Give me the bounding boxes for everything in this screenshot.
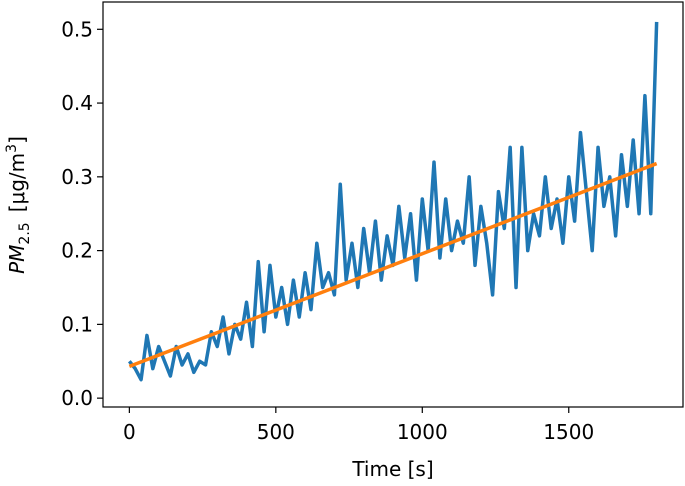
x-tick-label: 1500 bbox=[543, 420, 594, 444]
y-tick-label: 0.0 bbox=[61, 386, 93, 410]
y-label-sup: 3 bbox=[4, 144, 20, 153]
x-tick-label: 500 bbox=[257, 420, 295, 444]
y-tick-label: 0.3 bbox=[61, 165, 93, 189]
y-label-unit: [μg/m bbox=[5, 153, 29, 212]
y-tick-label: 0.4 bbox=[61, 91, 93, 115]
plot-frame bbox=[102, 1, 684, 408]
y-label-sub: 2.5 bbox=[17, 222, 33, 244]
x-tick-label: 0 bbox=[123, 420, 136, 444]
y-label-base: PM bbox=[5, 245, 29, 274]
y-axis-label: PM2.5 [μg/m3] bbox=[4, 136, 33, 274]
y-tick-label: 0.5 bbox=[61, 17, 93, 41]
y-label-close: ] bbox=[5, 136, 29, 144]
series-line bbox=[128, 161, 658, 369]
x-axis-label: Time [s] bbox=[351, 457, 433, 481]
y-tick-label: 0.1 bbox=[61, 312, 93, 336]
x-tick-label: 1000 bbox=[397, 420, 448, 444]
series-line bbox=[127, 21, 659, 382]
y-tick-label: 0.2 bbox=[61, 239, 93, 263]
